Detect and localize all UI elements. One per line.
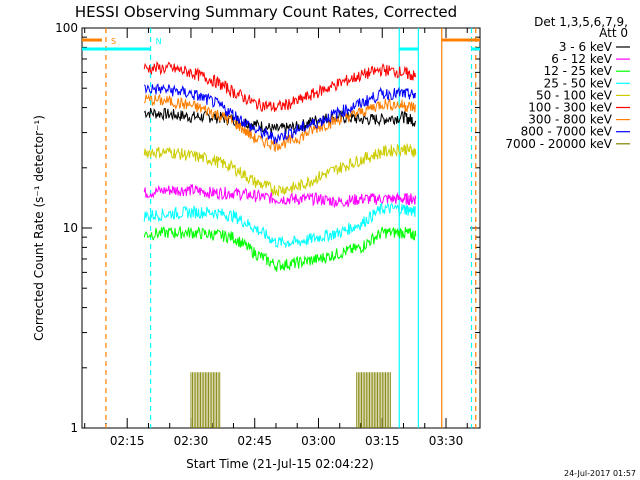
x-tick-label: 03:00 <box>301 434 336 448</box>
series-line <box>143 183 417 208</box>
series-line <box>190 372 391 428</box>
y-axis-label: Corrected Count Rate (s⁻¹ detector⁻¹) <box>32 115 46 341</box>
legend-header-line-2: Att 0 <box>599 26 628 40</box>
legend-header-line-1: Det 1,3,5,6,7,9, <box>534 15 628 29</box>
x-tick-label: 02:30 <box>174 434 209 448</box>
legend-label: 6 - 12 keV <box>551 52 613 66</box>
legend-label: 3 - 6 keV <box>559 40 613 54</box>
plot-area: 1 10 100 02:15 02:30 02:45 03:00 03:15 03:30 S N <box>55 21 481 448</box>
footer-date: 24-Jul-2017 01:57 <box>564 469 636 478</box>
annotation-label: S <box>111 37 116 46</box>
y-tick-label: 10 <box>63 221 78 235</box>
x-axis-label: Start Time (21-Jul-15 02:04:22) <box>186 457 374 471</box>
plot-frame <box>81 27 481 429</box>
x-tick-label: 02:15 <box>110 434 145 448</box>
series-line <box>143 225 417 272</box>
legend-label: 100 - 300 keV <box>528 101 612 115</box>
series-line <box>143 93 417 153</box>
legend-label: 800 - 7000 keV <box>521 125 613 139</box>
legend-label: 50 - 100 keV <box>536 88 613 102</box>
y-tick-label: 100 <box>55 21 78 35</box>
series-line <box>143 83 417 144</box>
annotation-label: N <box>156 37 162 46</box>
legend-label: 25 - 50 keV <box>544 76 613 90</box>
legend-label: 7000 - 20000 keV <box>505 137 612 151</box>
chart-title: HESSI Observing Summary Count Rates, Cor… <box>75 3 457 21</box>
series-line <box>143 143 417 198</box>
series-line <box>143 107 417 134</box>
y-tick-label: 1 <box>70 421 78 435</box>
x-tick-label: 03:15 <box>365 434 400 448</box>
legend-label: 300 - 800 keV <box>528 113 612 127</box>
series-line <box>143 61 417 112</box>
series-line <box>143 202 416 249</box>
x-tick-label: 02:45 <box>237 434 272 448</box>
legend-label: 12 - 25 keV <box>544 64 613 78</box>
x-tick-label: 03:30 <box>429 434 464 448</box>
